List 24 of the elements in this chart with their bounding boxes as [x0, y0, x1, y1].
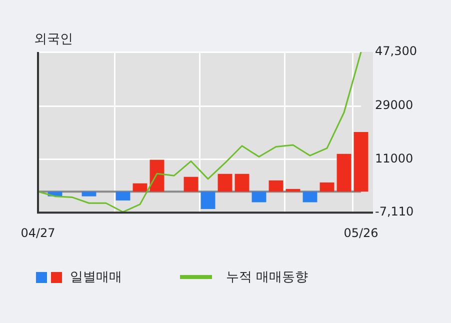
y-tick-label: 47,300: [375, 44, 418, 58]
bar: [302, 192, 318, 202]
bar: [354, 132, 368, 192]
bar: [82, 192, 96, 196]
bar: [184, 176, 198, 192]
y-tick-label: -7,110: [375, 204, 414, 219]
x-tick-label: 05/26: [344, 226, 378, 240]
bar: [234, 174, 250, 192]
bar: [150, 160, 164, 192]
bar: [268, 180, 284, 192]
bar: [336, 154, 352, 192]
bar: [286, 188, 300, 192]
bar: [252, 192, 266, 202]
bar: [116, 192, 130, 200]
y-tick-label: 29000: [375, 98, 414, 112]
x-tick-label: 04/27: [20, 226, 56, 240]
bar: [218, 174, 232, 192]
legend-label: 누적 매매동향: [226, 269, 308, 286]
bar: [132, 183, 148, 192]
legend-label: 일별매매: [70, 269, 122, 286]
bar: [320, 182, 334, 192]
chart-title: 외국인: [34, 31, 73, 48]
bar: [200, 192, 216, 210]
y-tick-label: 11000: [375, 151, 414, 166]
